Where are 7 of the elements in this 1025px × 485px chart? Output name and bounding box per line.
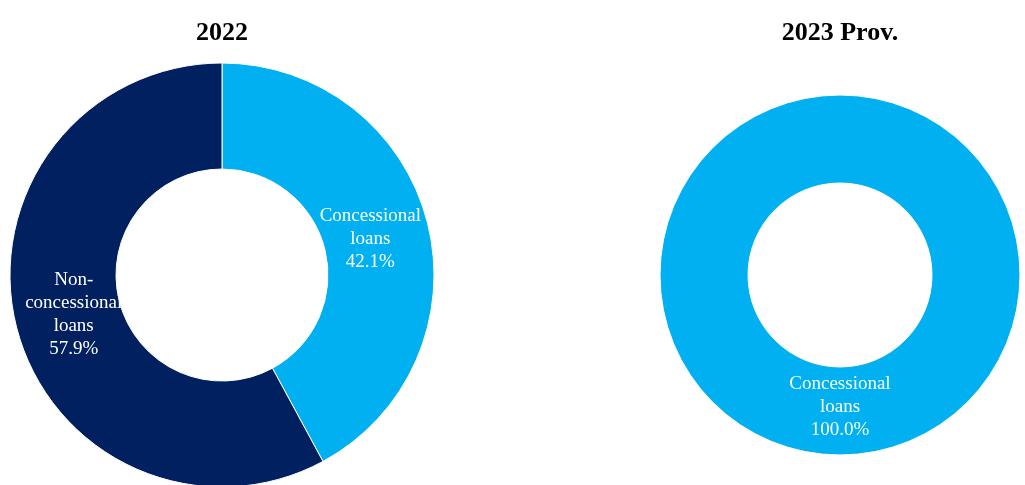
data-label: 100.0%	[810, 418, 870, 439]
slice-label: Concessional loans	[319, 204, 421, 249]
chart-title: 2023 Prov.	[781, 17, 899, 46]
data-label: 42.1%	[345, 250, 396, 272]
data-label: 57.9%	[49, 337, 99, 359]
slice-label: Concessional loans	[789, 372, 891, 416]
chart-title: 2022	[196, 17, 248, 46]
